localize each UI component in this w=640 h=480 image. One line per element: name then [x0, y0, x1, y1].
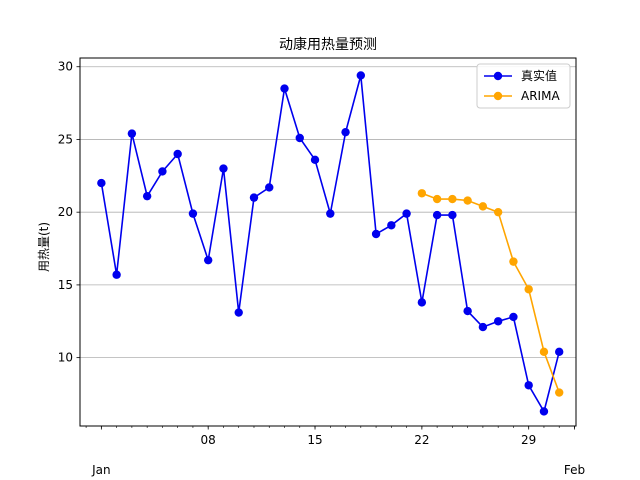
data-point — [310, 155, 320, 165]
legend-label: 真实值 — [521, 68, 557, 83]
data-point — [555, 347, 564, 357]
x-month-label: Jan — [91, 463, 111, 477]
x-axis: 08 15 22 29 Jan Feb — [85, 426, 585, 477]
data-point — [219, 164, 228, 173]
data-point — [387, 221, 396, 230]
data-point — [509, 257, 518, 266]
data-point — [203, 255, 213, 265]
y-tick-label: 25 — [58, 132, 73, 146]
series-1 — [417, 189, 564, 397]
x-tick-label: 29 — [521, 433, 536, 447]
data-point — [417, 298, 427, 307]
data-point — [142, 191, 152, 201]
data-point — [509, 312, 518, 322]
y-tick-label: 30 — [58, 60, 73, 74]
data-point — [539, 347, 549, 357]
data-point — [555, 388, 564, 397]
data-point — [524, 285, 533, 294]
legend: 真实值 ARIMA — [476, 63, 571, 109]
x-tick-label: 22 — [414, 433, 429, 447]
data-point — [417, 189, 427, 198]
legend-swatch-marker — [493, 91, 503, 101]
data-point — [326, 209, 335, 218]
data-point — [448, 194, 457, 204]
y-tick-label: 15 — [58, 278, 73, 292]
data-point — [112, 270, 121, 279]
chart-title: 动康用热量预测 — [279, 36, 377, 53]
y-axis-label: 用热量(t) — [37, 222, 51, 272]
data-point — [158, 167, 167, 176]
data-point — [524, 381, 533, 390]
data-point — [280, 84, 289, 93]
data-point — [493, 207, 503, 217]
data-point — [249, 193, 259, 202]
x-tick-label: 15 — [307, 433, 322, 447]
series-line — [100, 75, 560, 414]
data-point — [295, 133, 304, 143]
data-point — [478, 322, 488, 332]
legend-swatch-marker — [493, 71, 503, 81]
data-point — [432, 210, 442, 220]
y-axis: 10 15 20 25 30 — [58, 60, 80, 365]
series-0 — [97, 71, 564, 416]
data-point — [265, 183, 274, 192]
data-point — [539, 407, 549, 416]
data-point — [356, 71, 366, 80]
legend-label: ARIMA — [521, 89, 560, 103]
data-point — [341, 127, 350, 137]
y-tick-label: 20 — [58, 205, 73, 219]
data-point — [97, 178, 106, 188]
data-point — [127, 129, 137, 138]
data-point — [188, 209, 198, 218]
data-point — [463, 196, 472, 205]
data-point — [493, 317, 503, 326]
data-point — [234, 308, 243, 317]
data-point — [371, 229, 381, 239]
data-point — [173, 149, 182, 159]
plot-frame — [79, 57, 577, 427]
y-tick-label: 10 — [58, 351, 73, 365]
data-point — [463, 306, 472, 316]
data-point — [432, 194, 442, 204]
data-point — [478, 202, 488, 211]
x-tick-label: 08 — [201, 433, 216, 447]
series-line — [421, 192, 560, 393]
data-point — [448, 210, 457, 220]
series-group — [97, 71, 564, 416]
data-point — [402, 209, 411, 218]
x-month-label: Feb — [564, 463, 585, 477]
